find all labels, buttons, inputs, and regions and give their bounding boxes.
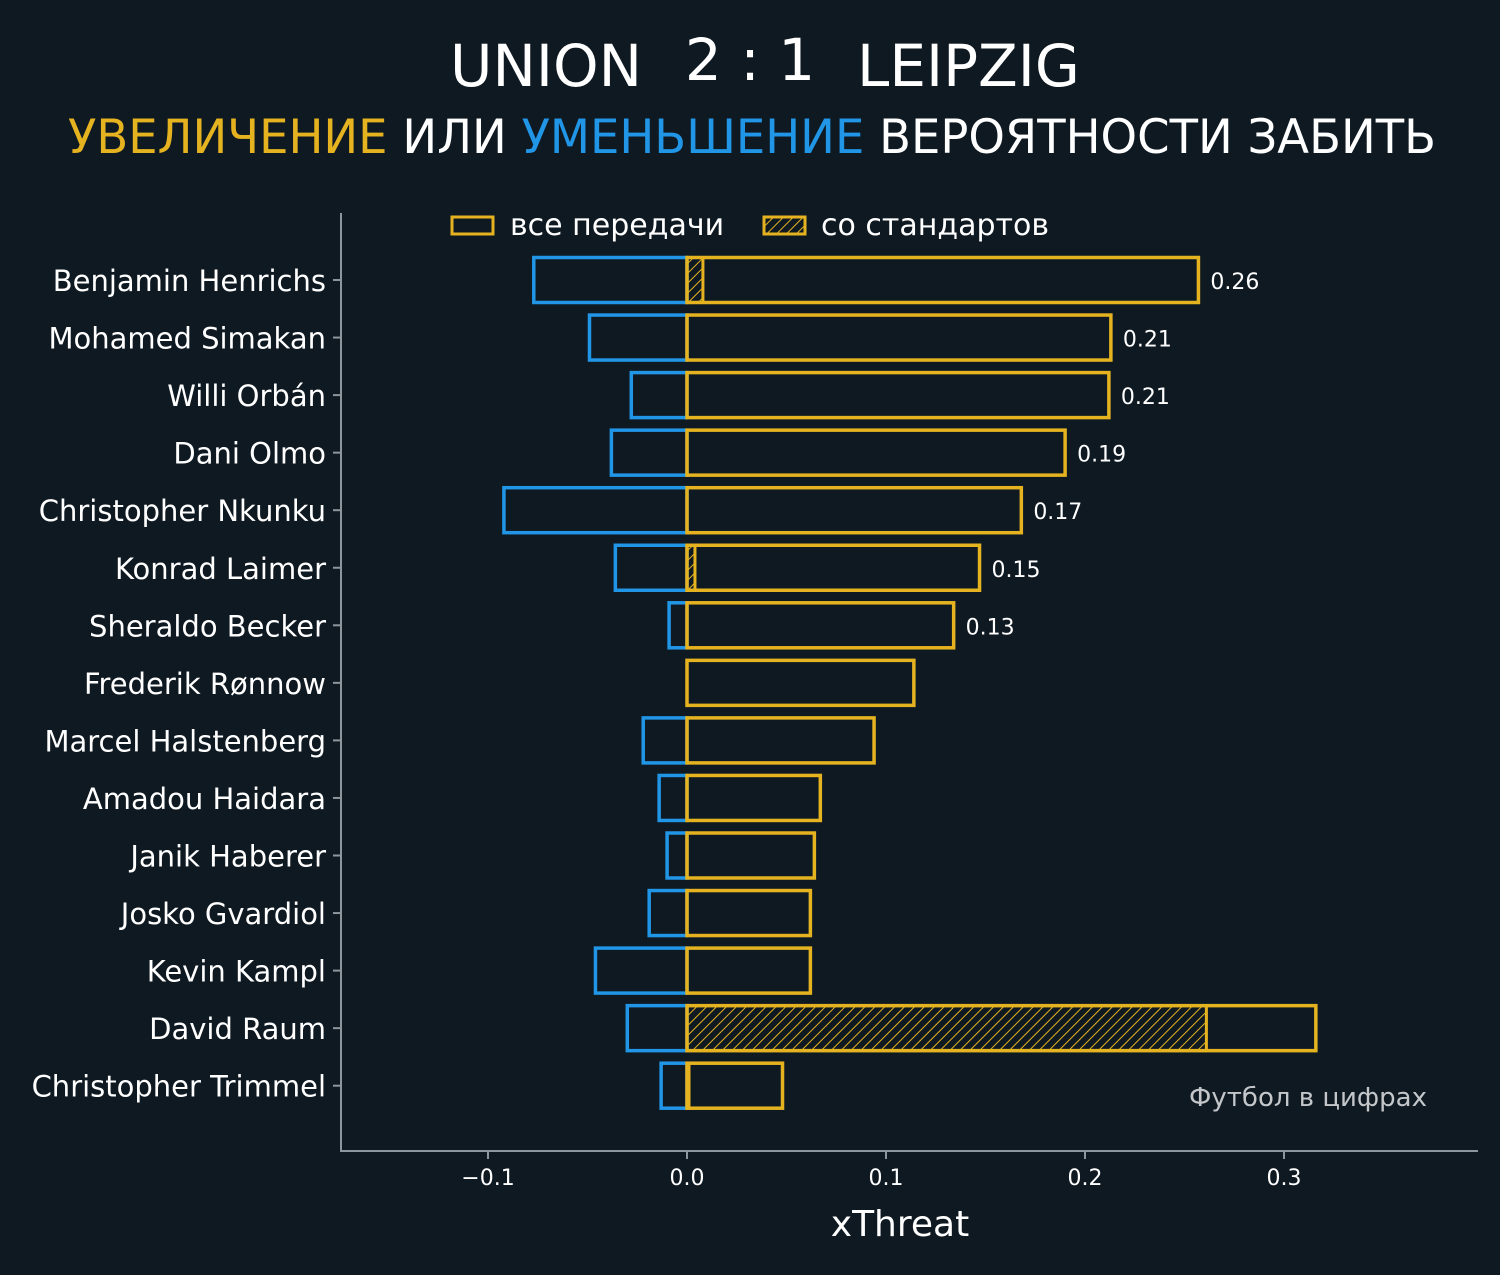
bar-all-passes-josko-gvardiol — [685, 888, 813, 938]
credit-label: Футбол в цифрах — [1189, 1083, 1427, 1113]
bar-all-passes-janik-haberer — [685, 831, 817, 880]
player-label-sheraldo-becker: Sheraldo Becker — [89, 609, 326, 643]
player-label-konrad-laimer: Konrad Laimer — [115, 552, 326, 586]
legend-label-all-passes: все передачи — [510, 208, 724, 243]
player-label-david-raum: David Raum — [149, 1012, 326, 1046]
bar-decrease-christopher-nkunku — [502, 485, 689, 535]
player-label-dani-olmo: Dani Olmo — [173, 437, 326, 471]
player-label-marcel-halstenberg: Marcel Halstenberg — [44, 724, 326, 758]
legend: все передачи со стандартов — [450, 208, 1049, 243]
bar-decrease-david-raum — [625, 1003, 689, 1053]
subtitle-increase: УВЕЛИЧЕНИЕ — [68, 110, 388, 165]
player-label-christopher-nkunku: Christopher Nkunku — [39, 494, 326, 528]
bar-decrease-dani-olmo — [609, 428, 689, 477]
subtitle-rest: ВЕРОЯТНОСТИ ЗАБИТЬ — [879, 110, 1436, 165]
player-label-mohamed-simakan: Mohamed Simakan — [48, 322, 326, 356]
x-tick-label: 0.3 — [1267, 1166, 1302, 1191]
player-label-frederik-r-nnow: Frederik Rønnow — [84, 667, 326, 701]
bar-set-pieces-benjamin-henrichs — [685, 256, 705, 304]
bar-decrease-janik-haberer — [665, 831, 689, 880]
chart-subtitle: УВЕЛИЧЕНИЕ ИЛИ УМЕНЬШЕНИЕ ВЕРОЯТНОСТИ ЗА… — [68, 110, 1436, 165]
bar-decrease-benjamin-henrichs — [532, 255, 689, 305]
player-label-janik-haberer: Janik Haberer — [128, 840, 326, 874]
legend-swatch-all-passes — [450, 215, 495, 236]
player-label-willi-orb-n: Willi Orbán — [167, 379, 326, 413]
bar-decrease-marcel-halstenberg — [641, 716, 689, 765]
bar-all-passes-kevin-kampl — [685, 946, 813, 995]
bar-all-passes-amadou-haidara — [685, 773, 823, 823]
bar-decrease-kevin-kampl — [593, 946, 689, 995]
bar-all-passes-konrad-laimer — [685, 543, 982, 592]
home-team: UNION — [450, 32, 642, 100]
value-label-christopher-nkunku: 0.17 — [1033, 500, 1082, 525]
player-label-christopher-trimmel: Christopher Trimmel — [32, 1070, 326, 1104]
bar-decrease-christopher-trimmel — [659, 1061, 689, 1110]
value-label-benjamin-henrichs: 0.26 — [1210, 270, 1259, 295]
x-tick-label: 0.1 — [869, 1166, 904, 1191]
legend-swatch-set-pieces — [762, 215, 807, 236]
bar-all-passes-david-raum — [685, 1003, 1318, 1053]
x-tick-label: 0.2 — [1068, 1166, 1103, 1191]
value-label-willi-orb-n: 0.21 — [1121, 385, 1170, 410]
x-ticks: −0.1 0.0 0.1 0.2 0.3 — [461, 1151, 1302, 1191]
x-tick-label: 0.0 — [670, 1166, 705, 1191]
bar-all-passes-frederik-r-nnow — [685, 658, 916, 708]
bar-all-passes-christopher-nkunku — [685, 485, 1024, 535]
bar-decrease-mohamed-simakan — [587, 313, 689, 362]
legend-label-set-pieces: со стандартов — [821, 208, 1049, 243]
player-label-josko-gvardiol: Josko Gvardiol — [119, 897, 326, 931]
value-label-mohamed-simakan: 0.21 — [1123, 328, 1172, 353]
player-label-kevin-kampl: Kevin Kampl — [147, 955, 326, 989]
score: 2 : 1 — [685, 26, 815, 94]
bar-all-passes-christopher-trimmel — [685, 1061, 785, 1110]
value-label-dani-olmo: 0.19 — [1077, 443, 1126, 468]
bar-all-passes-dani-olmo — [685, 428, 1067, 477]
bars-layer: 0.26 0.21 0.21 0.19 0.17 0.15 0.13 — [502, 255, 1318, 1110]
bar-all-passes-sheraldo-becker — [685, 601, 956, 650]
value-label-konrad-laimer: 0.15 — [992, 558, 1041, 583]
player-label-benjamin-henrichs: Benjamin Henrichs — [53, 264, 326, 298]
away-team: LEIPZIG — [857, 32, 1080, 100]
bar-decrease-sheraldo-becker — [667, 601, 689, 650]
bar-all-passes-benjamin-henrichs — [685, 255, 1201, 305]
bar-all-passes-marcel-halstenberg — [685, 716, 876, 765]
bar-decrease-konrad-laimer — [613, 543, 689, 592]
bar-decrease-amadou-haidara — [657, 773, 689, 823]
value-label-sheraldo-becker: 0.13 — [966, 615, 1015, 640]
subtitle-decrease: УМЕНЬШЕНИЕ — [522, 110, 865, 165]
x-tick-label: −0.1 — [461, 1166, 514, 1191]
bar-set-pieces-david-raum — [685, 1004, 1208, 1053]
player-label-amadou-haidara: Amadou Haidara — [83, 782, 326, 816]
subtitle-or: ИЛИ — [402, 110, 506, 165]
bar-decrease-josko-gvardiol — [647, 888, 689, 938]
bar-decrease-willi-orb-n — [629, 370, 689, 420]
chart-title: UNION 2 : 1 LEIPZIG — [450, 26, 1080, 100]
bar-all-passes-mohamed-simakan — [685, 313, 1113, 362]
x-axis-title: xThreat — [831, 1204, 969, 1245]
player-labels: Benjamin Henrichs Mohamed Simakan Willi Or… — [32, 264, 341, 1104]
bar-all-passes-willi-orb-n — [685, 370, 1111, 420]
